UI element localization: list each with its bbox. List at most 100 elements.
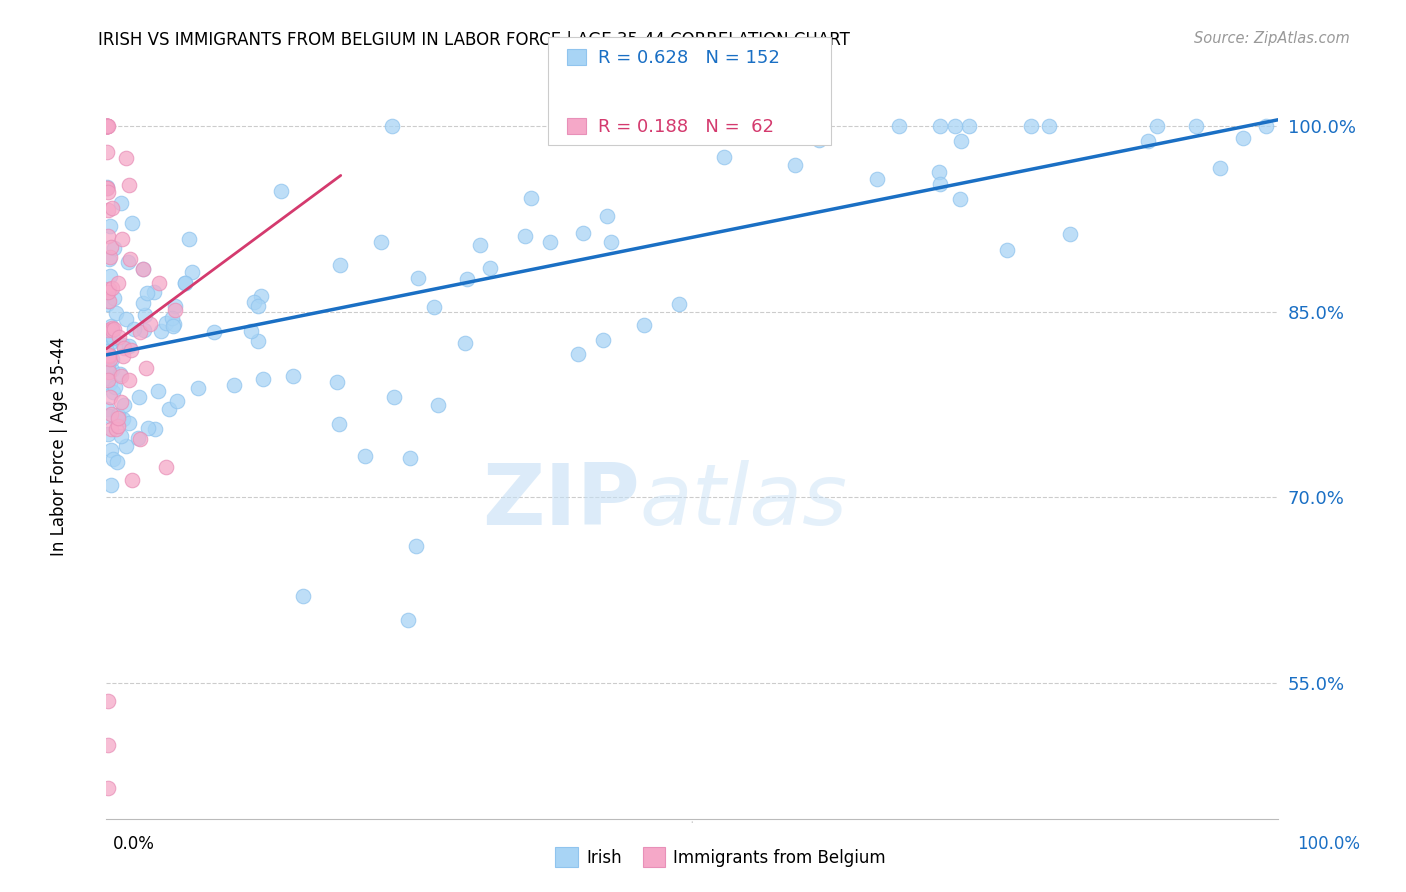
Point bbox=[97, 360, 120, 375]
Point bbox=[149, 325, 172, 339]
Point bbox=[96, 119, 118, 133]
Point bbox=[160, 311, 183, 326]
Point bbox=[98, 219, 121, 233]
Point bbox=[423, 300, 446, 314]
Point bbox=[134, 322, 156, 336]
Point bbox=[97, 373, 120, 387]
Point bbox=[146, 384, 169, 398]
Point bbox=[97, 283, 120, 297]
Point bbox=[98, 252, 121, 266]
Point bbox=[173, 277, 195, 291]
Point bbox=[96, 119, 118, 133]
Point bbox=[187, 381, 209, 395]
Point bbox=[97, 409, 120, 424]
Point bbox=[456, 271, 478, 285]
Point bbox=[166, 394, 188, 409]
Point bbox=[600, 235, 623, 249]
Text: Irish: Irish bbox=[586, 849, 621, 867]
Text: ZIP: ZIP bbox=[482, 460, 640, 543]
Point bbox=[478, 260, 501, 275]
Point bbox=[270, 184, 292, 198]
Point bbox=[98, 351, 121, 366]
Point bbox=[132, 261, 155, 276]
Point bbox=[247, 299, 270, 313]
Point bbox=[396, 613, 419, 627]
Point bbox=[100, 443, 122, 458]
Point bbox=[107, 409, 129, 423]
Point bbox=[136, 420, 159, 434]
Point bbox=[949, 134, 972, 148]
Point bbox=[538, 235, 561, 249]
Point bbox=[783, 158, 806, 172]
Point bbox=[120, 252, 142, 266]
Point bbox=[1059, 227, 1081, 241]
Point bbox=[807, 133, 830, 147]
Point bbox=[101, 351, 124, 366]
Point bbox=[100, 335, 122, 350]
Point bbox=[250, 289, 273, 303]
Point bbox=[96, 119, 118, 133]
Point bbox=[101, 320, 124, 334]
Point bbox=[177, 232, 200, 246]
Point bbox=[572, 226, 595, 240]
Point bbox=[96, 359, 118, 373]
Point bbox=[1019, 119, 1042, 133]
Point bbox=[943, 119, 966, 133]
Point bbox=[242, 295, 264, 310]
Point bbox=[100, 239, 122, 253]
Point bbox=[98, 250, 121, 264]
Point bbox=[97, 293, 120, 308]
Point bbox=[143, 285, 166, 299]
Point bbox=[995, 243, 1018, 257]
Point bbox=[103, 322, 125, 336]
Point bbox=[96, 181, 118, 195]
Point bbox=[354, 450, 377, 464]
Point bbox=[96, 343, 118, 358]
Point bbox=[382, 390, 405, 404]
Point bbox=[97, 350, 120, 364]
Point bbox=[406, 271, 429, 285]
Point bbox=[97, 365, 120, 379]
Point bbox=[567, 347, 589, 361]
Point bbox=[98, 269, 121, 284]
Point bbox=[111, 349, 134, 363]
Point bbox=[135, 286, 157, 301]
Point bbox=[132, 262, 155, 277]
Point bbox=[1232, 131, 1254, 145]
Point bbox=[222, 378, 245, 392]
Point bbox=[155, 316, 177, 330]
Point bbox=[668, 297, 690, 311]
Point bbox=[97, 780, 120, 795]
Point bbox=[129, 432, 152, 446]
Point bbox=[929, 177, 952, 191]
Point bbox=[157, 401, 180, 416]
Point bbox=[107, 419, 129, 434]
Point bbox=[778, 119, 800, 133]
Point bbox=[131, 296, 153, 310]
Point bbox=[101, 385, 124, 400]
Point bbox=[96, 119, 118, 133]
Point bbox=[173, 276, 195, 290]
Point bbox=[1038, 119, 1060, 133]
Point bbox=[115, 311, 138, 326]
Point bbox=[110, 369, 132, 384]
Point bbox=[111, 412, 134, 426]
Point bbox=[592, 333, 614, 347]
Point bbox=[118, 416, 141, 430]
Point bbox=[117, 254, 139, 268]
Point bbox=[96, 296, 118, 310]
Text: R = 0.628   N = 152: R = 0.628 N = 152 bbox=[598, 49, 779, 67]
Point bbox=[96, 371, 118, 385]
Point bbox=[454, 336, 477, 351]
Point bbox=[105, 455, 128, 469]
Point bbox=[118, 339, 141, 353]
Point bbox=[96, 180, 118, 194]
Point bbox=[98, 376, 121, 390]
Point bbox=[104, 422, 127, 436]
Point bbox=[1256, 119, 1278, 133]
Point bbox=[98, 348, 121, 362]
Point bbox=[96, 402, 118, 417]
Point bbox=[97, 323, 120, 337]
Point bbox=[370, 235, 392, 249]
Text: IRISH VS IMMIGRANTS FROM BELGIUM IN LABOR FORCE | AGE 35-44 CORRELATION CHART: IRISH VS IMMIGRANTS FROM BELGIUM IN LABO… bbox=[98, 31, 851, 49]
